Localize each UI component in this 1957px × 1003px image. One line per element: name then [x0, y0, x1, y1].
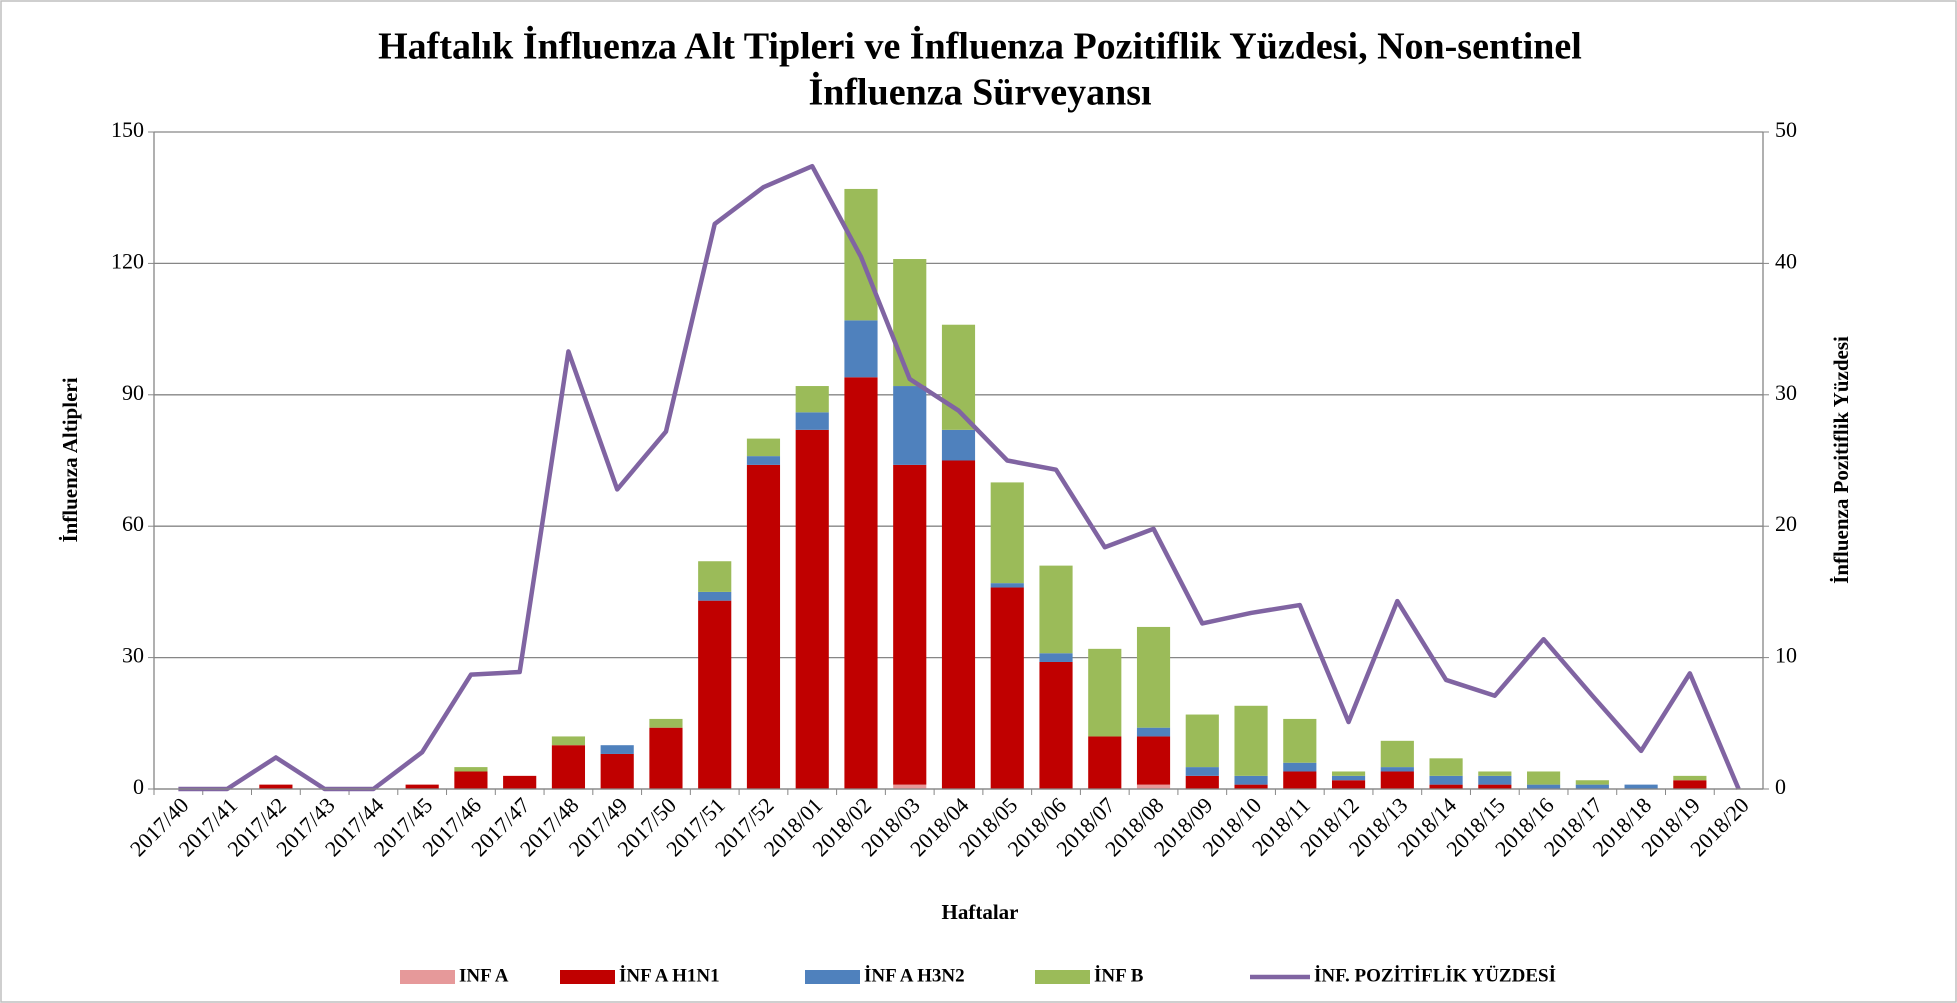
y2-tick-label: 10	[1775, 643, 1797, 668]
y-tick-label: 30	[122, 643, 144, 668]
bar	[1039, 661, 1073, 789]
chart-title: İnfluenza Sürveyansı	[808, 72, 1151, 114]
bar	[1185, 775, 1219, 789]
legend-swatch	[400, 970, 455, 984]
bar	[1185, 714, 1219, 768]
y-tick-label: 120	[111, 248, 144, 273]
y-axis-title: İnfluenza Altipleri	[58, 377, 82, 542]
bar	[698, 591, 732, 601]
y-tick-label: 150	[111, 117, 144, 142]
bar	[1575, 780, 1609, 785]
bar	[990, 583, 1024, 588]
bar	[600, 745, 634, 754]
bar	[893, 464, 927, 785]
bar	[454, 771, 488, 789]
legend-swatch	[560, 970, 615, 984]
bar	[795, 429, 829, 789]
y2-tick-label: 20	[1775, 511, 1797, 536]
bar	[1331, 780, 1366, 789]
y-tick-label: 90	[122, 380, 144, 405]
bar	[893, 259, 927, 387]
bar	[1136, 727, 1171, 737]
bar	[1088, 648, 1122, 737]
bar	[1185, 767, 1219, 776]
bar	[746, 464, 781, 789]
y2-axis-title: İnfluenza Pozitiflik Yüzdesi	[1829, 336, 1853, 584]
bar	[1673, 780, 1707, 789]
y-tick-label: 60	[122, 511, 144, 536]
legend-label: İNF B	[1094, 965, 1144, 986]
bar	[1331, 775, 1366, 781]
bar	[893, 386, 927, 465]
bar	[649, 718, 683, 728]
bar	[1283, 771, 1317, 789]
bar	[503, 775, 537, 789]
bar	[600, 753, 634, 789]
legend-label: İNF A H1N1	[619, 965, 720, 986]
bar	[1429, 775, 1463, 785]
y-tick-label: 0	[133, 774, 144, 799]
bar	[1234, 775, 1268, 785]
bar	[1624, 784, 1658, 789]
bar	[941, 460, 976, 789]
line	[178, 163, 1741, 792]
bar	[746, 438, 781, 457]
legend-label: INF A	[459, 965, 509, 986]
bar	[1331, 771, 1366, 776]
bar	[1234, 705, 1268, 776]
legend-label: İNF. POZİTİFLİK YÜZDESİ	[1314, 965, 1556, 986]
bar	[1527, 784, 1561, 789]
bar	[941, 429, 976, 461]
bar	[941, 324, 976, 430]
bar	[990, 482, 1024, 584]
y2-tick-label: 0	[1775, 774, 1786, 799]
bar	[1380, 740, 1414, 768]
y2-tick-label: 50	[1775, 117, 1797, 142]
bar	[1429, 784, 1463, 789]
bar	[1673, 775, 1707, 781]
bar	[893, 784, 927, 789]
bar	[795, 386, 829, 413]
bar	[844, 320, 878, 378]
chart-title: Haftalık İnfluenza Alt Tipleri ve İnflue…	[378, 26, 1582, 68]
bar	[1234, 784, 1268, 789]
bar	[1283, 762, 1317, 772]
bar	[746, 456, 781, 465]
legend-label: İNF A H3N2	[864, 965, 965, 986]
bar	[1478, 771, 1512, 776]
bar	[259, 784, 293, 789]
bar	[1136, 784, 1171, 789]
bar	[1088, 736, 1122, 789]
bar	[551, 745, 586, 789]
bar	[1136, 626, 1171, 728]
bar	[405, 784, 439, 789]
y2-tick-label: 30	[1775, 380, 1797, 405]
bar	[1478, 784, 1512, 789]
bar	[1039, 653, 1073, 662]
x-axis-title: Haftalar	[942, 900, 1019, 924]
bar	[649, 727, 683, 789]
bar	[1575, 784, 1609, 789]
bar	[1283, 718, 1317, 763]
bar	[454, 767, 488, 772]
y2-tick-label: 40	[1775, 248, 1797, 273]
bar	[1527, 771, 1561, 785]
bar	[844, 377, 878, 789]
bar	[1136, 736, 1171, 785]
legend-swatch	[1035, 970, 1090, 984]
bar	[698, 600, 732, 789]
bar	[1429, 758, 1463, 776]
bar	[1380, 767, 1414, 772]
bar	[1380, 771, 1414, 789]
bar	[698, 561, 732, 592]
legend-swatch	[805, 970, 860, 984]
bar	[551, 736, 586, 746]
bar	[795, 412, 829, 430]
bar	[1039, 565, 1073, 654]
bar	[1478, 775, 1512, 785]
bar	[990, 587, 1024, 789]
